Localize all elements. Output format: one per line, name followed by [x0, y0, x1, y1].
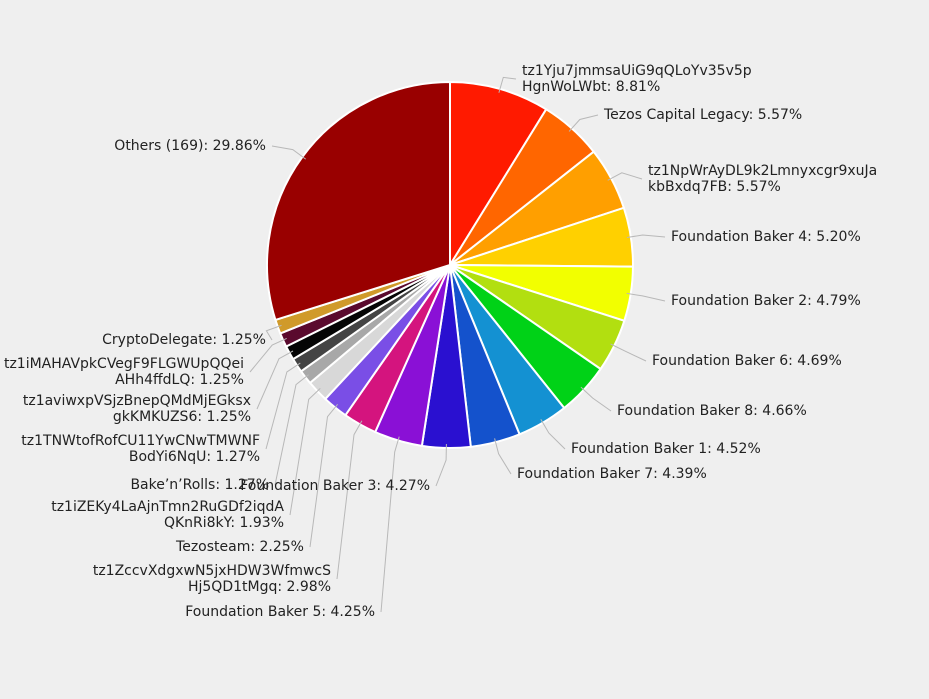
- slice-label-line: tz1TNWtofRofCU11YwCNwTMWNF: [21, 433, 260, 449]
- slice-label: Foundation Baker 3: 4.27%: [240, 478, 430, 494]
- leader-line: [271, 145, 306, 160]
- slice-label-line: tz1Yju7jmmsaUiG9qQLoYv35v5p: [522, 63, 752, 79]
- slice-label-line: CryptoDelegate: 1.25%: [102, 332, 266, 348]
- slice-label: tz1ZccvXdgxwN5jxHDW3WfmwcS Hj5QD1tMgq: 2.…: [93, 563, 331, 595]
- slice-label-line: Foundation Baker 6: 4.69%: [652, 353, 842, 369]
- slice-label-line: Foundation Baker 4: 5.20%: [671, 229, 861, 245]
- slice-label-line: tz1NpWrAyDL9k2Lmnyxcgr9xuJa: [648, 163, 877, 179]
- leader-line: [265, 362, 301, 450]
- slice-label-line: BodYi6NqU: 1.27%: [129, 449, 260, 465]
- leader-line: [249, 337, 287, 373]
- slice-label-line: HgnWoLWbt: 8.81%: [522, 79, 660, 95]
- slice-label-line: tz1iMAHAVpkCVegF9FLGWUpQQei: [4, 356, 244, 372]
- slice-label-line: kbBxdq7FB: 5.57%: [648, 179, 781, 195]
- leader-line: [380, 436, 400, 613]
- slice-label: Others (169): 29.86%: [114, 138, 266, 154]
- slice-label: Tezosteam: 2.25%: [175, 539, 304, 555]
- slice-label-line: Foundation Baker 1: 4.52%: [571, 441, 761, 457]
- slice-label-line: Others (169): 29.86%: [114, 138, 266, 154]
- slice-label-line: Foundation Baker 5: 4.25%: [185, 604, 375, 620]
- slice-label-line: Tezosteam: 2.25%: [175, 539, 304, 555]
- slice-label: Bake’n’Rolls: 1.27%: [130, 477, 269, 493]
- slice-label: Foundation Baker 4: 5.20%: [671, 229, 861, 245]
- slice-label: tz1aviwxpVSjzBnepQMdMjEGksx gkKMKUZS6: 1.…: [23, 393, 251, 425]
- slice-label: tz1iMAHAVpkCVegF9FLGWUpQQei AHh4ffdLQ: 1.…: [4, 356, 244, 388]
- leader-line: [336, 420, 363, 580]
- slice-label-line: Bake’n’Rolls: 1.27%: [130, 477, 269, 493]
- slice-label: tz1Yju7jmmsaUiG9qQLoYv35v5p HgnWoLWbt: 8.…: [522, 63, 752, 95]
- slice-label-line: Hj5QD1tMgq: 2.98%: [188, 579, 331, 595]
- leader-line: [435, 443, 447, 487]
- leader-line: [256, 350, 294, 410]
- slice-label: Foundation Baker 8: 4.66%: [617, 403, 807, 419]
- slice-label: Foundation Baker 6: 4.69%: [652, 353, 842, 369]
- slice-label: Foundation Baker 5: 4.25%: [185, 604, 375, 620]
- slice-label-line: Tezos Capital Legacy: 5.57%: [603, 107, 802, 123]
- leader-line: [498, 76, 517, 93]
- leader-line: [494, 438, 512, 475]
- slice-label-line: QKnRi8kY: 1.93%: [164, 515, 284, 531]
- leader-line: [580, 386, 612, 412]
- slice-label: Foundation Baker 2: 4.79%: [671, 293, 861, 309]
- slice-label: tz1NpWrAyDL9k2Lmnyxcgr9xuJa kbBxdq7FB: 5.…: [648, 163, 877, 195]
- leader-line: [607, 172, 643, 181]
- slice-label-line: gkKMKUZS6: 1.25%: [113, 409, 251, 425]
- leader-line: [540, 419, 566, 450]
- leader-line: [626, 234, 666, 238]
- slice-label-line: Foundation Baker 7: 4.39%: [517, 466, 707, 482]
- slice-label-line: tz1aviwxpVSjzBnepQMdMjEGksx: [23, 393, 251, 409]
- slice-label: CryptoDelegate: 1.25%: [102, 332, 266, 348]
- leader-line: [610, 343, 647, 362]
- leader-line: [626, 292, 666, 302]
- slice-label-line: tz1iZEKy4LaAjnTmn2RuGDf2iqdA: [51, 499, 284, 515]
- slice-label-line: Foundation Baker 2: 4.79%: [671, 293, 861, 309]
- slice-label-line: Foundation Baker 3: 4.27%: [240, 478, 430, 494]
- leader-line: [265, 324, 282, 341]
- leader-line: [568, 114, 599, 132]
- leader-line: [289, 388, 321, 516]
- slice-label: Foundation Baker 1: 4.52%: [571, 441, 761, 457]
- slice-label: Tezos Capital Legacy: 5.57%: [603, 107, 802, 123]
- slice-label: tz1TNWtofRofCU11YwCNwTMWNF BodYi6NqU: 1.2…: [21, 433, 260, 465]
- slice-label-line: Foundation Baker 8: 4.66%: [617, 403, 807, 419]
- slice-label: Foundation Baker 7: 4.39%: [517, 466, 707, 482]
- slice-label-line: AHh4ffdLQ: 1.25%: [115, 372, 244, 388]
- slice-label: tz1iZEKy4LaAjnTmn2RuGDf2iqdA QKnRi8kY: 1.…: [51, 499, 284, 531]
- leader-line: [309, 403, 338, 548]
- leader-line: [274, 374, 309, 486]
- slice-label-line: tz1ZccvXdgxwN5jxHDW3WfmwcS: [93, 563, 331, 579]
